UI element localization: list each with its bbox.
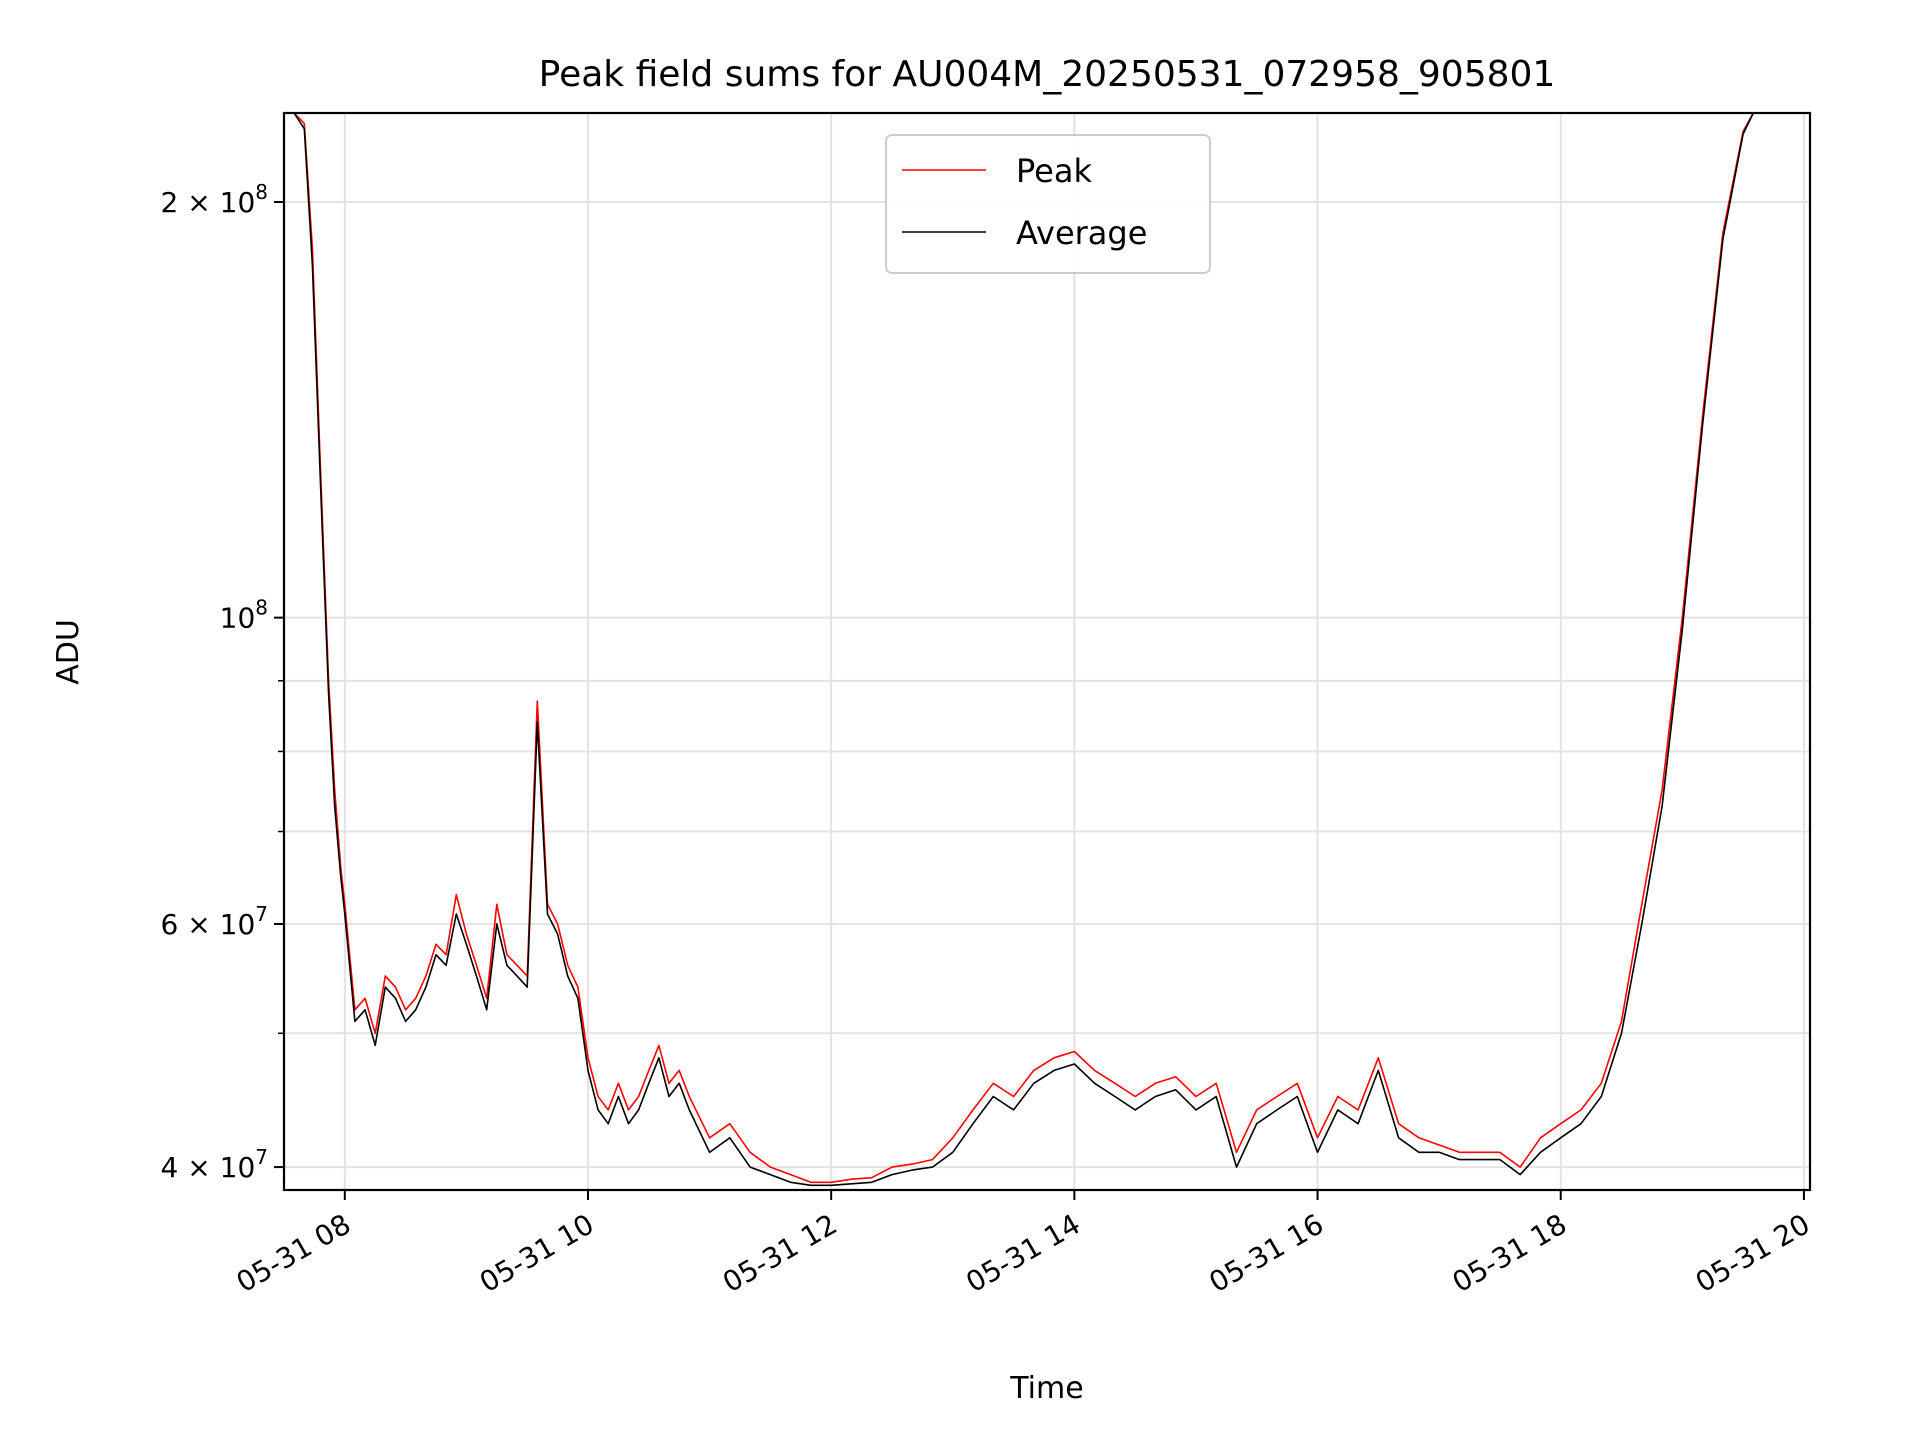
y-tick-label: 6 × 107	[161, 902, 268, 941]
legend-label-peak: Peak	[1016, 152, 1092, 190]
y-tick-label: 4 × 107	[161, 1145, 268, 1184]
legend: Peak Average	[885, 134, 1211, 274]
plot-frame	[282, 111, 1812, 1192]
y-tick-label: 108	[220, 596, 268, 635]
series-line-average	[284, 112, 1810, 1187]
series-layer	[284, 112, 1810, 1187]
y-axis: 4 × 107 6 × 107 108 2 × 108	[161, 180, 284, 1184]
series-line-peak	[284, 112, 1810, 1184]
y-axis-label: ADU	[51, 619, 86, 685]
legend-label-average: Average	[1016, 214, 1147, 252]
chart-title: Peak field sums for AU004M_20250531_0729…	[539, 54, 1556, 95]
x-axis-label: Time	[1009, 1371, 1083, 1406]
y-tick-label: 2 × 108	[161, 180, 268, 219]
